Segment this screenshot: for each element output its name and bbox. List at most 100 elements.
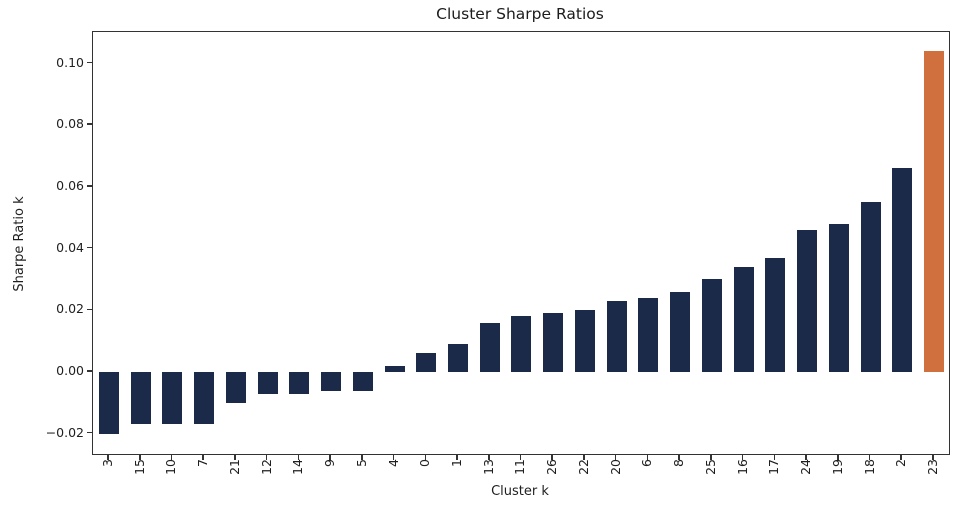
x-tick-mark xyxy=(329,455,331,460)
x-tick-label-12: 12 xyxy=(258,459,274,475)
x-tick-label-22: 22 xyxy=(575,459,591,475)
x-tick-label-8: 8 xyxy=(671,459,687,467)
y-tick-mark xyxy=(87,185,92,187)
y-axis-label: Sharpe Ratio k xyxy=(12,196,27,292)
x-tick-mark xyxy=(710,455,712,460)
x-tick-mark xyxy=(107,455,109,460)
bar-cluster-12 xyxy=(257,372,278,394)
x-tick-mark xyxy=(614,455,617,460)
bar-cluster-7 xyxy=(194,372,215,425)
x-tick-mark xyxy=(932,455,934,460)
x-tick-label-19: 19 xyxy=(829,459,845,475)
x-tick-label-17: 17 xyxy=(766,459,782,475)
y-tick-label-−0.02: −0.02 xyxy=(45,424,84,440)
x-tick-label-0: 0 xyxy=(417,459,433,467)
y-tick-mark xyxy=(87,246,92,249)
y-tick-mark xyxy=(87,61,92,64)
x-tick-label-4: 4 xyxy=(385,459,401,467)
x-tick-mark xyxy=(138,455,141,460)
bar-cluster-25 xyxy=(701,279,722,372)
bar-cluster-9 xyxy=(321,372,342,391)
x-tick-mark xyxy=(836,455,839,460)
x-axis-label: Cluster k xyxy=(491,484,549,499)
y-tick-label-0.00: 0.00 xyxy=(56,363,84,378)
x-tick-mark xyxy=(519,455,522,460)
bar-cluster-14 xyxy=(289,372,310,394)
x-tick-label-10: 10 xyxy=(163,459,179,475)
bar-cluster-15 xyxy=(130,372,151,425)
x-tick-label-16: 16 xyxy=(734,459,750,475)
bar-cluster-23 xyxy=(923,51,944,372)
bar-cluster-22 xyxy=(574,310,595,372)
bar-cluster-19 xyxy=(828,223,849,372)
x-tick-label-11: 11 xyxy=(512,459,528,475)
x-tick-mark xyxy=(583,455,585,460)
x-tick-mark xyxy=(170,455,173,460)
x-tick-label-25: 25 xyxy=(702,459,718,475)
bar-cluster-8 xyxy=(670,291,691,372)
x-tick-mark xyxy=(297,455,300,460)
x-tick-label-23: 23 xyxy=(924,459,940,475)
bar-cluster-16 xyxy=(733,267,754,372)
x-tick-label-20: 20 xyxy=(607,459,623,475)
bar-cluster-5 xyxy=(352,372,373,391)
x-tick-mark xyxy=(868,455,871,460)
x-tick-label-1: 1 xyxy=(449,459,465,467)
x-tick-label-13: 13 xyxy=(480,459,496,475)
y-tick-mark xyxy=(87,370,92,372)
x-tick-label-9: 9 xyxy=(322,459,338,467)
x-tick-mark xyxy=(773,455,776,460)
bar-cluster-20 xyxy=(606,301,627,372)
x-tick-mark xyxy=(741,455,744,460)
y-tick-label-0.06: 0.06 xyxy=(56,177,84,193)
bar-cluster-18 xyxy=(860,202,881,372)
x-tick-label-3: 3 xyxy=(100,459,115,467)
bar-cluster-11 xyxy=(511,316,532,372)
bar-cluster-0 xyxy=(416,353,437,372)
x-tick-mark xyxy=(424,455,427,460)
x-tick-label-15: 15 xyxy=(131,459,147,475)
y-tick-mark xyxy=(87,123,92,125)
x-tick-label-21: 21 xyxy=(226,459,242,475)
bar-cluster-17 xyxy=(765,257,786,372)
bar-cluster-24 xyxy=(797,230,818,372)
y-tick-mark xyxy=(87,431,92,434)
y-tick-label-0.10: 0.10 xyxy=(56,54,84,70)
x-tick-mark xyxy=(361,455,363,460)
y-tick-mark xyxy=(87,308,92,311)
x-tick-label-2: 2 xyxy=(893,459,909,467)
x-tick-label-26: 26 xyxy=(544,459,560,475)
x-tick-label-6: 6 xyxy=(639,459,655,467)
x-tick-mark xyxy=(456,455,458,460)
bar-cluster-10 xyxy=(162,372,183,425)
bar-cluster-13 xyxy=(479,322,500,372)
bar-cluster-3 xyxy=(99,372,119,434)
x-tick-mark xyxy=(234,455,236,460)
plot-area xyxy=(92,31,950,455)
bar-cluster-4 xyxy=(384,365,405,372)
x-tick-label-5: 5 xyxy=(353,459,369,467)
y-tick-label-0.08: 0.08 xyxy=(56,116,84,132)
bar-cluster-26 xyxy=(543,313,564,372)
x-tick-label-7: 7 xyxy=(195,459,211,467)
bar-cluster-1 xyxy=(448,344,469,372)
x-tick-label-18: 18 xyxy=(861,459,877,475)
x-tick-mark xyxy=(392,455,395,460)
x-tick-mark xyxy=(202,455,204,460)
x-tick-mark xyxy=(805,455,807,460)
bar-cluster-6 xyxy=(638,297,659,372)
y-tick-label-0.04: 0.04 xyxy=(56,239,84,255)
x-tick-mark xyxy=(265,455,268,460)
x-tick-label-14: 14 xyxy=(290,459,306,475)
x-tick-mark xyxy=(646,455,649,460)
x-tick-label-24: 24 xyxy=(798,459,814,475)
x-tick-mark xyxy=(678,455,680,460)
chart-title: Cluster Sharpe Ratios xyxy=(436,5,604,23)
bar-cluster-21 xyxy=(225,372,246,403)
x-tick-mark xyxy=(487,455,490,460)
x-tick-mark xyxy=(551,455,553,460)
bar-cluster-2 xyxy=(892,168,913,372)
x-tick-mark xyxy=(900,455,903,460)
y-tick-label-0.02: 0.02 xyxy=(56,301,84,317)
